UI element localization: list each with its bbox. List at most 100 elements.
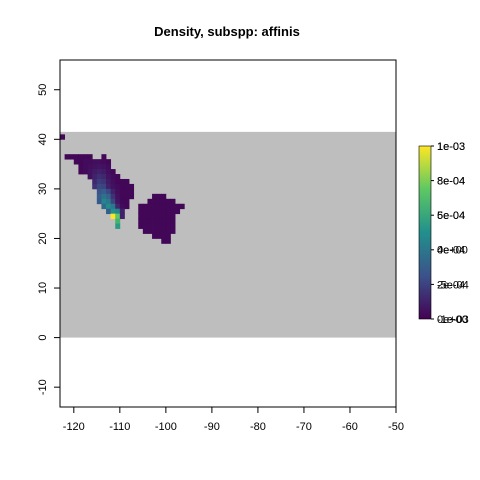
density-cell xyxy=(110,208,116,215)
density-cell xyxy=(87,169,93,175)
raster-extent-background xyxy=(60,131,396,338)
y-axis: -10 0 10 20 30 40 50 xyxy=(37,84,61,395)
density-cell xyxy=(73,154,79,160)
density-cell xyxy=(165,203,171,210)
density-cell xyxy=(129,188,135,195)
density-cell xyxy=(96,178,102,185)
density-cell xyxy=(147,198,153,205)
colorbar-overlap-label: 5e-04 xyxy=(437,210,465,222)
density-cell xyxy=(147,213,153,220)
density-cell xyxy=(83,159,89,165)
density-cell xyxy=(106,203,112,210)
density-cell xyxy=(161,228,167,234)
density-cell xyxy=(106,208,112,215)
density-cell xyxy=(101,164,107,170)
colorbar-overlap-label: 8e-04 xyxy=(437,175,465,187)
x-tick-label: -110 xyxy=(109,421,130,433)
density-cell xyxy=(106,198,112,205)
colorbar-overlap-label: 0e+00 xyxy=(437,245,468,257)
density-cell xyxy=(165,228,171,234)
density-cell xyxy=(142,208,148,215)
density-cell xyxy=(165,238,171,244)
x-tick-label: -90 xyxy=(204,421,220,433)
y-tick-label: 50 xyxy=(37,84,49,96)
y-tick-label: 0 xyxy=(37,335,49,341)
density-cell xyxy=(142,203,148,210)
y-tick-label: 30 xyxy=(37,183,49,195)
density-cell xyxy=(106,183,112,190)
density-cell xyxy=(147,208,153,215)
density-cell xyxy=(101,188,107,195)
y-tick-label: -10 xyxy=(37,379,49,395)
density-cell xyxy=(106,174,112,180)
density-cell xyxy=(156,193,162,200)
density-cell xyxy=(119,213,125,220)
density-cell xyxy=(138,218,144,224)
density-cell xyxy=(115,213,121,220)
colorbar-overlap-label: 1e-03 xyxy=(437,141,465,153)
density-cell xyxy=(78,169,84,175)
density-cell xyxy=(179,203,185,210)
density-cell xyxy=(115,188,121,195)
density-cell xyxy=(156,208,162,215)
density-cell xyxy=(115,198,121,205)
density-cell xyxy=(152,203,158,210)
density-cell xyxy=(73,159,79,165)
density-cell xyxy=(142,228,148,234)
y-tick-label: 20 xyxy=(37,232,49,244)
density-cell xyxy=(87,164,93,170)
density-cell xyxy=(106,193,112,200)
density-cell xyxy=(119,193,125,200)
colorbar-tick-label: 4e-04 xyxy=(437,245,465,257)
density-cell xyxy=(142,218,148,224)
density-cell xyxy=(161,193,167,200)
colorbar-overlap-label: -1e-03 xyxy=(437,314,469,326)
density-cell xyxy=(175,208,181,215)
density-cell xyxy=(92,178,98,185)
colorbar-tick-label: 1e-03 xyxy=(437,141,465,153)
density-cell xyxy=(115,193,121,200)
density-cell xyxy=(152,223,158,229)
density-cell xyxy=(161,223,167,229)
density-cell xyxy=(142,213,148,220)
density-cell xyxy=(92,164,98,170)
density-cell xyxy=(124,178,130,185)
density-cell xyxy=(142,223,148,229)
density-cell xyxy=(78,164,84,170)
density-cell xyxy=(83,154,89,160)
density-cell xyxy=(69,154,75,160)
density-cell xyxy=(101,178,107,185)
density-cell xyxy=(170,208,176,215)
density-cell xyxy=(110,193,116,200)
density-cell xyxy=(152,198,158,205)
density-cell xyxy=(110,169,116,175)
density-cell xyxy=(161,238,167,244)
density-cell xyxy=(119,203,125,210)
density-cell xyxy=(124,193,130,200)
density-cell xyxy=(92,169,98,175)
colorbar-overlap-label: -5e-04 xyxy=(437,279,469,291)
density-cell xyxy=(138,203,144,210)
density-cell xyxy=(165,198,171,205)
density-cell xyxy=(96,193,102,200)
density-cell xyxy=(115,223,121,229)
density-cell xyxy=(124,188,130,195)
density-cell xyxy=(156,233,162,239)
x-tick-label: -60 xyxy=(342,421,358,433)
density-cell xyxy=(156,223,162,229)
density-cell xyxy=(87,174,93,180)
density-cell xyxy=(92,183,98,190)
density-cell xyxy=(101,193,107,200)
density-cell xyxy=(156,203,162,210)
density-cell xyxy=(138,208,144,215)
density-cell xyxy=(78,154,84,160)
density-cell xyxy=(161,213,167,220)
density-cell xyxy=(124,198,130,205)
density-cell xyxy=(170,223,176,229)
density-cell xyxy=(92,159,98,165)
density-cell xyxy=(101,154,107,160)
density-cell xyxy=(138,213,144,220)
density-cell xyxy=(165,223,171,229)
density-cell xyxy=(60,134,66,140)
density-cell xyxy=(106,188,112,195)
